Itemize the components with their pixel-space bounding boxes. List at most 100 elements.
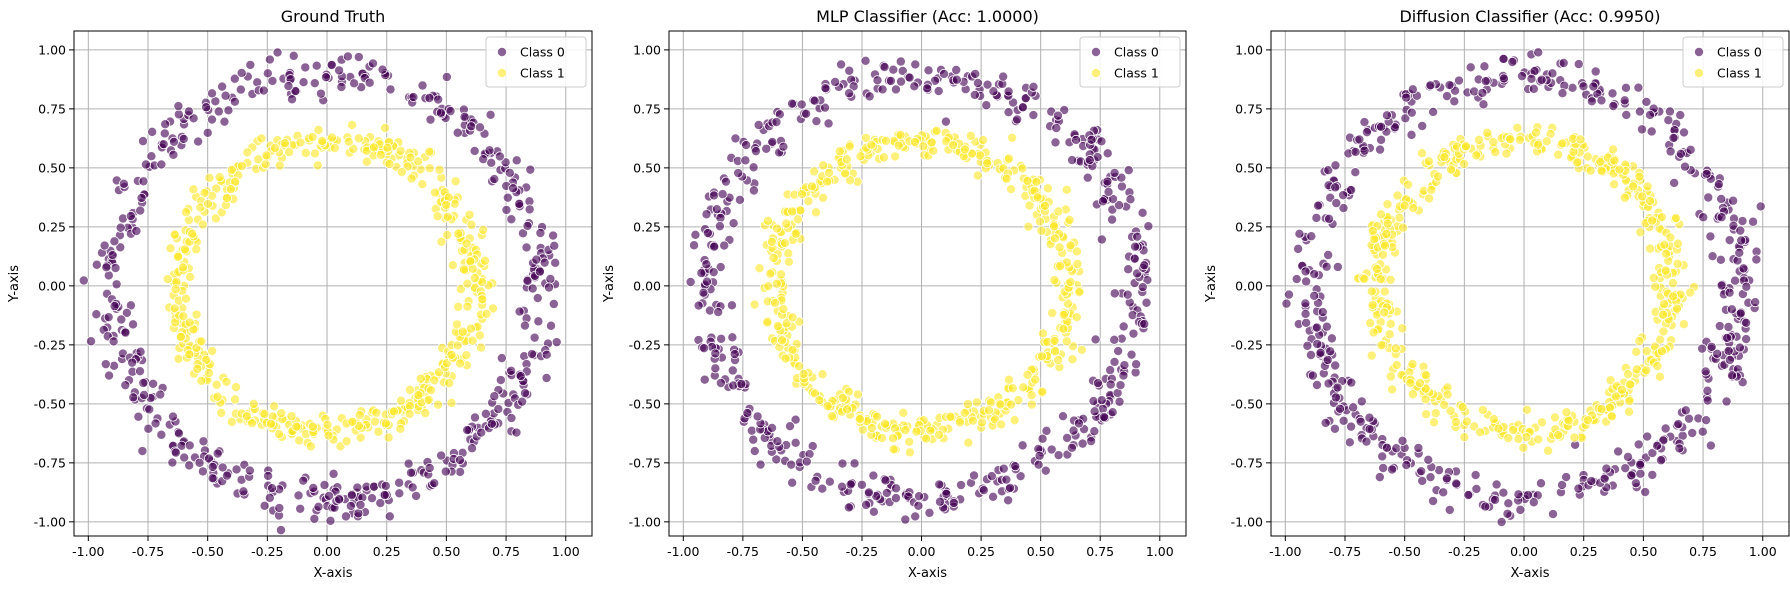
data-point bbox=[1077, 438, 1088, 449]
data-point bbox=[792, 214, 803, 225]
data-point bbox=[1697, 343, 1708, 354]
data-point bbox=[1082, 172, 1093, 183]
data-point bbox=[91, 309, 102, 320]
data-point bbox=[323, 430, 334, 441]
data-point bbox=[868, 506, 879, 517]
data-point bbox=[406, 467, 417, 478]
data-point bbox=[1507, 56, 1518, 67]
data-point bbox=[726, 300, 737, 311]
data-point bbox=[972, 77, 983, 88]
data-point bbox=[1701, 415, 1712, 426]
data-point bbox=[1705, 231, 1716, 242]
data-point bbox=[173, 251, 184, 262]
x-tick-label: 0.75 bbox=[1689, 544, 1717, 559]
data-point bbox=[1652, 361, 1663, 372]
x-tick-label: 0.25 bbox=[1570, 544, 1598, 559]
data-point bbox=[909, 137, 920, 148]
data-point bbox=[704, 305, 715, 316]
data-point bbox=[1026, 399, 1037, 410]
chart-title: Diffusion Classifier (Acc: 0.9950) bbox=[1399, 7, 1660, 26]
data-point bbox=[1724, 235, 1735, 246]
data-point bbox=[1379, 286, 1390, 297]
data-point bbox=[909, 81, 920, 92]
data-point bbox=[1300, 266, 1311, 277]
data-point bbox=[753, 120, 764, 131]
data-point bbox=[900, 514, 911, 525]
data-point bbox=[1109, 288, 1120, 299]
data-point bbox=[1755, 201, 1766, 212]
data-point bbox=[1064, 214, 1075, 225]
data-point bbox=[1366, 350, 1377, 361]
data-point bbox=[798, 368, 809, 379]
data-point bbox=[424, 462, 435, 473]
data-point bbox=[147, 126, 158, 137]
data-point bbox=[1109, 334, 1120, 345]
data-point bbox=[1306, 231, 1317, 242]
data-point bbox=[146, 151, 157, 162]
data-point bbox=[1283, 289, 1294, 300]
data-point bbox=[1726, 304, 1737, 315]
data-point bbox=[1003, 86, 1014, 97]
data-point bbox=[231, 464, 242, 475]
data-point bbox=[1377, 451, 1388, 462]
data-point bbox=[312, 160, 323, 171]
data-point bbox=[274, 503, 285, 514]
series-class-0 bbox=[78, 47, 562, 536]
data-point bbox=[380, 480, 391, 491]
data-point bbox=[1109, 167, 1120, 178]
data-point bbox=[1557, 138, 1568, 149]
data-point bbox=[765, 268, 776, 279]
data-point bbox=[1656, 212, 1667, 223]
data-point bbox=[699, 374, 710, 385]
data-point bbox=[1384, 329, 1395, 340]
y-tick-label: -0.50 bbox=[34, 396, 66, 411]
data-point bbox=[311, 60, 322, 71]
data-point bbox=[1059, 105, 1070, 116]
data-point bbox=[1685, 287, 1696, 298]
data-point bbox=[1705, 440, 1716, 451]
data-point bbox=[1037, 433, 1048, 444]
data-point bbox=[135, 366, 146, 377]
data-point bbox=[1607, 88, 1618, 99]
data-point bbox=[1394, 212, 1405, 223]
data-point bbox=[939, 68, 950, 79]
data-point bbox=[1097, 196, 1108, 207]
data-point bbox=[244, 465, 255, 476]
data-point bbox=[1621, 109, 1632, 120]
data-point bbox=[922, 83, 933, 94]
data-point bbox=[1661, 248, 1672, 259]
data-point bbox=[1052, 110, 1063, 121]
data-point bbox=[455, 284, 466, 295]
data-point bbox=[1323, 378, 1334, 389]
data-point bbox=[1033, 459, 1044, 470]
data-point bbox=[196, 336, 207, 347]
data-point bbox=[1301, 276, 1312, 287]
data-point bbox=[1387, 384, 1398, 395]
data-point bbox=[796, 99, 807, 110]
data-point bbox=[1502, 508, 1513, 519]
data-point bbox=[1003, 495, 1014, 506]
data-point bbox=[396, 395, 407, 406]
data-point bbox=[139, 390, 150, 401]
x-tick-label: -0.50 bbox=[192, 544, 224, 559]
data-point bbox=[1734, 247, 1745, 258]
data-point bbox=[1637, 191, 1648, 202]
y-tick-label: 0.75 bbox=[38, 101, 66, 116]
data-point bbox=[1438, 487, 1449, 498]
data-point bbox=[1413, 442, 1424, 453]
data-point bbox=[1428, 106, 1439, 117]
data-point bbox=[469, 273, 480, 284]
data-point bbox=[415, 373, 426, 384]
data-point bbox=[948, 497, 959, 508]
data-point bbox=[1439, 152, 1450, 163]
data-point bbox=[315, 88, 326, 99]
series-class-1 bbox=[162, 119, 498, 452]
data-point bbox=[1053, 206, 1064, 217]
data-point bbox=[450, 176, 461, 187]
data-point bbox=[925, 425, 936, 436]
data-point bbox=[345, 500, 356, 511]
data-point bbox=[1114, 396, 1125, 407]
data-point bbox=[863, 487, 874, 498]
data-point bbox=[786, 459, 797, 470]
data-point bbox=[235, 84, 246, 95]
